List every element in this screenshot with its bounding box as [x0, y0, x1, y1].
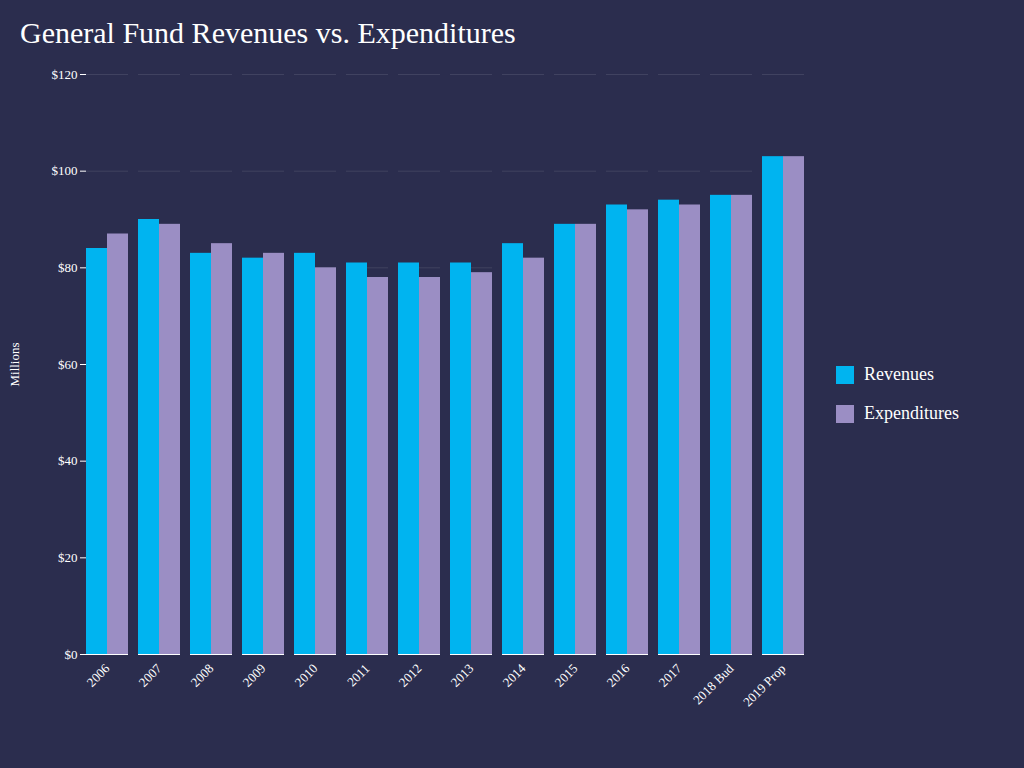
svg-text:Millions: Millions	[7, 342, 22, 386]
svg-text:$40: $40	[58, 453, 78, 468]
html-text:General Fund Revenues vs. Expe: General Fund Revenues vs. Expenditures	[20, 16, 516, 49]
svg-text:2013: 2013	[448, 661, 477, 690]
svg-text:2009: 2009	[240, 661, 269, 690]
svg-text:$20: $20	[58, 550, 78, 565]
svg-text:2012: 2012	[396, 661, 425, 690]
svg-text:2007: 2007	[136, 660, 165, 689]
svg-text:2006: 2006	[84, 660, 113, 689]
svg-text:2011: 2011	[344, 661, 373, 690]
svg-text:2019 Prop: 2019 Prop	[740, 661, 789, 710]
svg-text:2018 Bud: 2018 Bud	[690, 660, 737, 707]
html-text:Expenditures: Expenditures	[864, 403, 959, 423]
html-text:Revenues: Revenues	[864, 364, 934, 384]
svg-text:2010: 2010	[292, 661, 321, 690]
svg-text:2016: 2016	[604, 660, 633, 689]
svg-text:2014: 2014	[500, 660, 529, 689]
svg-text:$0: $0	[65, 647, 78, 662]
svg-text:2017: 2017	[656, 660, 685, 689]
svg-text:2008: 2008	[188, 661, 217, 690]
svg-text:$60: $60	[58, 357, 78, 372]
svg-text:$120: $120	[52, 67, 78, 82]
svg-text:2015: 2015	[552, 661, 581, 690]
svg-text:$80: $80	[58, 260, 78, 275]
svg-text:$100: $100	[52, 163, 78, 178]
